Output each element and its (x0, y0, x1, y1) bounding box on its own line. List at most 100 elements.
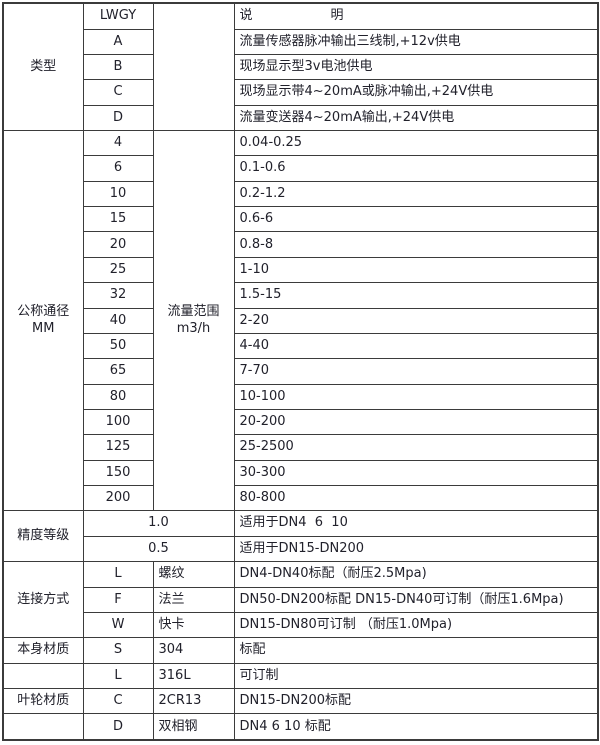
table-row: 25 1-10 (3, 256, 599, 284)
table-row: 32 1.5-15 (3, 282, 599, 309)
connection-description: DN4-DN40标配（耐压2.5Mpa) (233, 561, 599, 588)
accuracy-description: 适用于DN15-DN200 (233, 535, 599, 563)
table-row: 65 7-70 (3, 358, 599, 385)
type-description: 现场显示带4~20mA或脉冲输出,+24V供电 (233, 79, 599, 106)
table-row: 0.5 适用于DN15-DN200 (3, 535, 599, 563)
material-name: 2CR13 (152, 687, 235, 715)
flow-range: 7-70 (233, 358, 599, 385)
section-label-connection: 连接方式 (2, 561, 84, 639)
table-row: 公称通径 MM 4 流量范围 m3/h 0.04-0.25 (2, 130, 599, 512)
accuracy-value: 0.5 (82, 535, 235, 563)
table-row: 125 25-2500 (3, 434, 599, 461)
dn-value: 6 (82, 155, 154, 182)
flow-range: 10-100 (233, 383, 599, 410)
section-label-accuracy: 精度等级 (2, 510, 84, 563)
accuracy-description: 适用于DN4 6 10 (233, 510, 599, 537)
material-name: 316L (152, 662, 235, 689)
table-row: 50 4-40 (3, 332, 599, 360)
table-row: W 快卡 DN15-DN80可订制 （耐压1.0Mpa) (3, 611, 599, 639)
empty-cell (2, 713, 84, 741)
type-code: A (82, 28, 154, 55)
material-description: 标配 (233, 637, 599, 664)
flow-range: 0.1-0.6 (233, 155, 599, 182)
empty-cell (2, 662, 84, 689)
flow-range: 0.8-8 (233, 231, 599, 258)
section-label-type: 类型 (2, 2, 84, 132)
dn-value: 32 (82, 282, 154, 309)
connection-description: DN15-DN80可订制 （耐压1.0Mpa) (233, 611, 599, 639)
table-row: 类型 LWGY 说 明 (2, 2, 599, 132)
model-code: LWGY (82, 2, 154, 30)
flow-range: 20-200 (233, 408, 599, 436)
flow-range: 80-800 (233, 485, 599, 512)
dn-value: 4 (82, 130, 154, 157)
dn-value: 20 (82, 231, 154, 258)
type-code: B (82, 53, 154, 81)
section-label-impeller-material: 叶轮材质 (2, 687, 84, 715)
material-code: C (82, 687, 154, 715)
flow-range: 1-10 (233, 256, 599, 284)
accuracy-value: 1.0 (82, 510, 235, 537)
flow-range: 1.5-15 (233, 282, 599, 309)
table-row: L 316L 可订制 (2, 662, 599, 689)
flow-range: 0.2-1.2 (233, 180, 599, 208)
material-code: D (82, 713, 154, 741)
dn-value: 200 (82, 485, 154, 512)
section-label-diameter: 公称通径 MM (2, 130, 84, 512)
material-code: L (82, 662, 154, 689)
flow-range: 4-40 (233, 332, 599, 360)
type-description: 现场显示型3v电池供电 (233, 53, 599, 81)
table-row: 本身材质 S 304 标配 (2, 637, 599, 664)
dn-value: 65 (82, 358, 154, 385)
flow-range: 2-20 (233, 307, 599, 334)
flow-range: 30-300 (233, 459, 599, 487)
connection-name: 法兰 (152, 586, 235, 613)
connection-code: L (82, 561, 154, 588)
dn-value: 80 (82, 383, 154, 410)
table-row: A 流量传感器脉冲输出三线制,+12v供电 (3, 28, 599, 55)
table-row: 20 0.8-8 (3, 231, 599, 258)
flow-range: 25-2500 (233, 434, 599, 461)
connection-description: DN50-DN200标配 DN15-DN40可订制（耐压1.6Mpa) (233, 586, 599, 613)
material-code: S (82, 637, 154, 664)
connection-code: W (82, 611, 154, 639)
table-row: D 双相钢 DN4 6 10 标配 (2, 713, 599, 741)
description-header: 说 明 (233, 2, 599, 30)
type-description: 流量传感器脉冲输出三线制,+12v供电 (233, 28, 599, 55)
section-label-body-material: 本身材质 (2, 637, 84, 664)
empty-cell (152, 2, 235, 132)
table-row: 100 20-200 (3, 408, 599, 436)
table-row: 叶轮材质 C 2CR13 DN15-DN200标配 (2, 687, 599, 715)
table-row: C 现场显示带4~20mA或脉冲输出,+24V供电 (3, 79, 599, 106)
dn-value: 40 (82, 307, 154, 334)
table-row: 精度等级 1.0 适用于DN4 6 10 (2, 510, 599, 563)
type-description: 流量变送器4~20mA输出,+24V供电 (233, 104, 599, 132)
dn-value: 50 (82, 332, 154, 360)
material-name: 双相钢 (152, 713, 235, 741)
connection-name: 快卡 (152, 611, 235, 639)
dn-value: 100 (82, 408, 154, 436)
table-row: 150 30-300 (3, 459, 599, 487)
material-name: 304 (152, 637, 235, 664)
dn-value: 25 (82, 256, 154, 284)
type-code: D (82, 104, 154, 132)
table-row: 200 80-800 (3, 485, 599, 512)
material-description: DN4 6 10 标配 (233, 713, 599, 741)
connection-code: F (82, 586, 154, 613)
material-description: DN15-DN200标配 (233, 687, 599, 715)
table-row: 10 0.2-1.2 (3, 180, 599, 208)
table-row: D 流量变送器4~20mA输出,+24V供电 (3, 104, 599, 132)
dn-value: 150 (82, 459, 154, 487)
material-description: 可订制 (233, 662, 599, 689)
table-row: 6 0.1-0.6 (3, 155, 599, 182)
table-row: B 现场显示型3v电池供电 (3, 53, 599, 81)
connection-name: 螺纹 (152, 561, 235, 588)
dn-value: 125 (82, 434, 154, 461)
dn-value: 15 (82, 206, 154, 233)
flow-range: 0.6-6 (233, 206, 599, 233)
table-row: F 法兰 DN50-DN200标配 DN15-DN40可订制（耐压1.6Mpa) (3, 586, 599, 613)
table-row: 15 0.6-6 (3, 206, 599, 233)
dn-value: 10 (82, 180, 154, 208)
table-row: 40 2-20 (3, 307, 599, 334)
